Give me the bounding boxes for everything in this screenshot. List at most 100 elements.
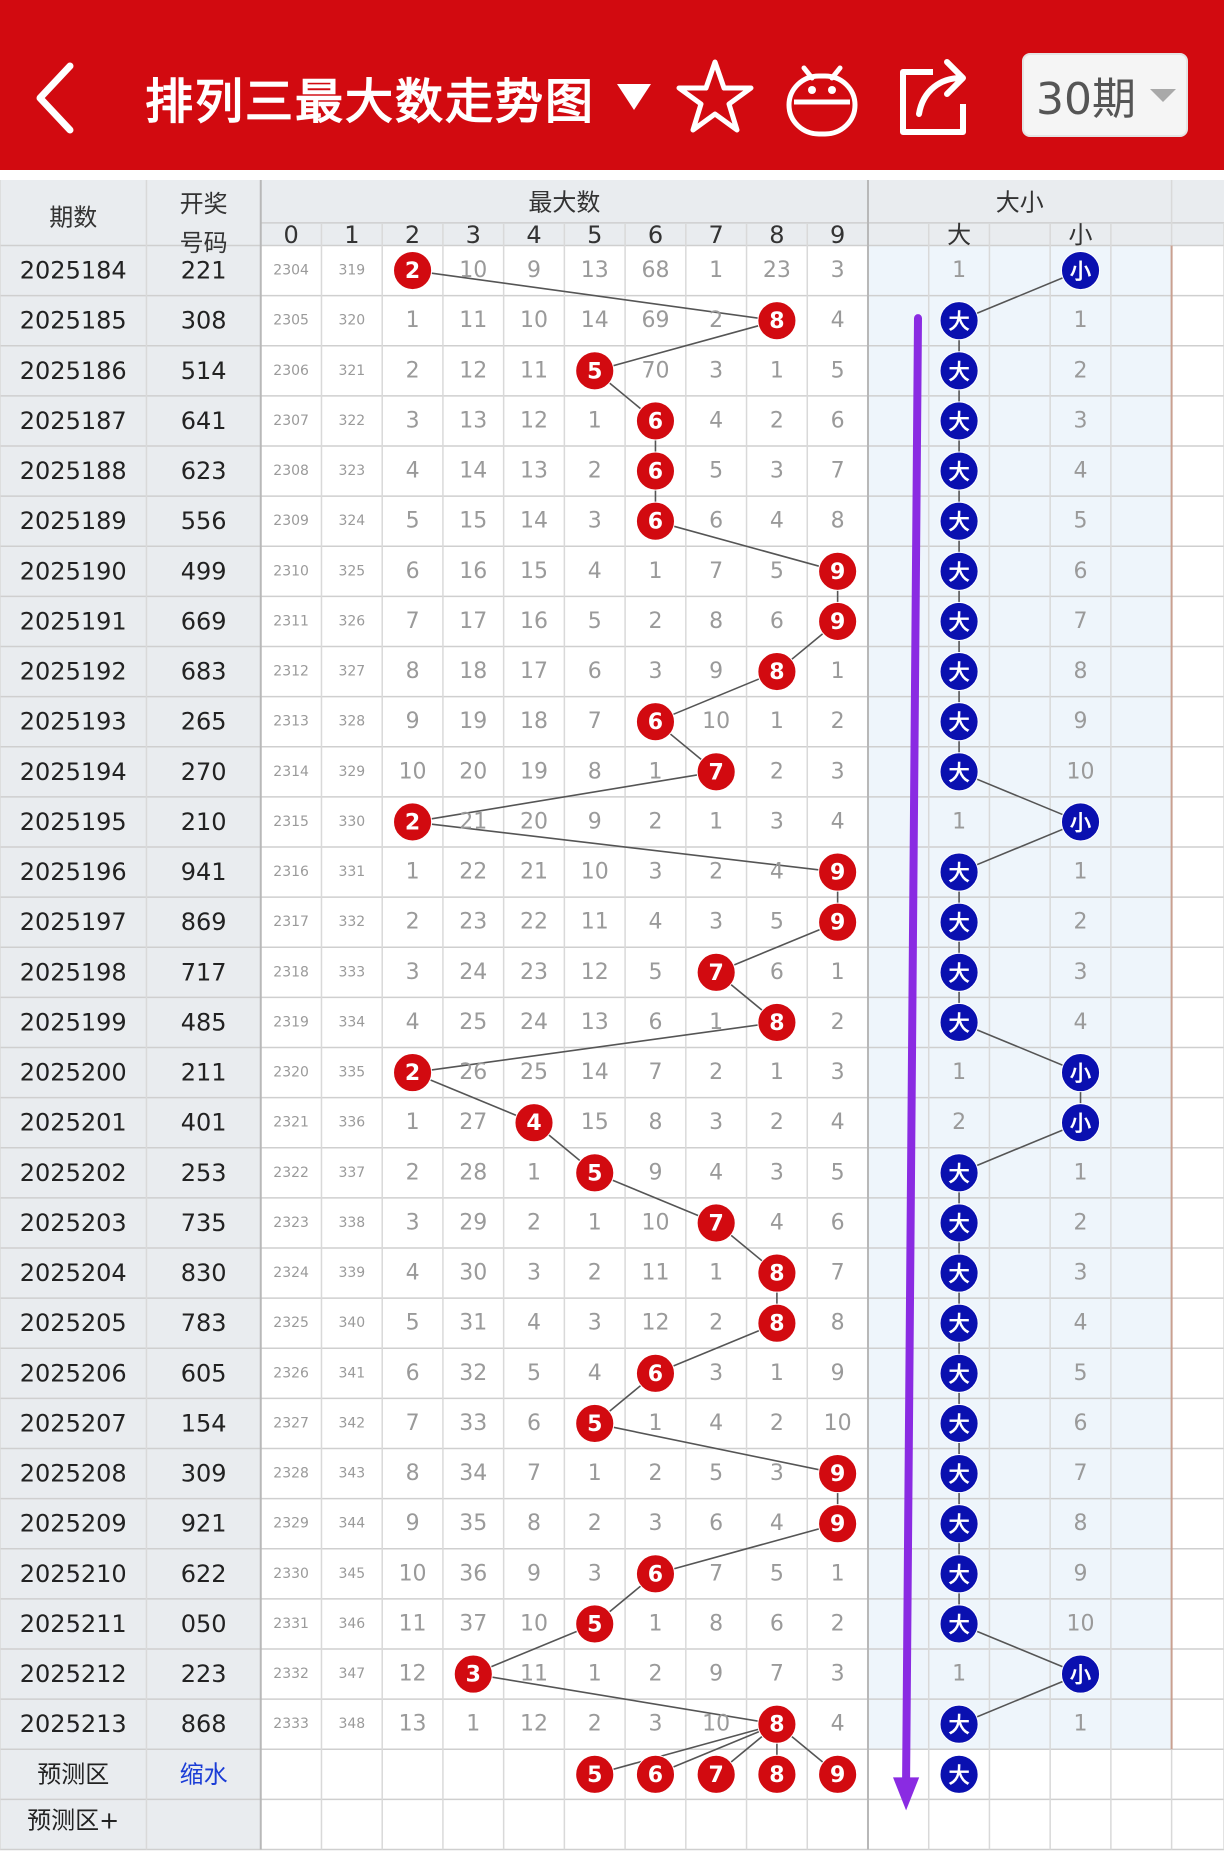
star-icon[interactable]: [675, 50, 755, 140]
issue-cell: 2025196: [20, 858, 127, 886]
predict-ball[interactable]: [635, 1754, 676, 1794]
size-omission-cell: 3: [1074, 408, 1088, 433]
predict-ball[interactable]: [757, 1754, 797, 1794]
omission-cell: 13: [581, 1010, 609, 1035]
omission-cell: 7: [588, 709, 602, 734]
draw-cell: 868: [181, 1710, 227, 1738]
draw-cell: 735: [181, 1209, 227, 1237]
size-omission-cell: 8: [1074, 1511, 1088, 1536]
omission-cell: 1: [709, 1010, 723, 1035]
predict-ball[interactable]: [818, 1754, 858, 1794]
omission-cell: 1: [709, 809, 723, 834]
size-ball-label: 大: [949, 861, 970, 885]
max-ball: [696, 952, 736, 992]
omission-cell: 3: [709, 1110, 723, 1135]
issue-cell: 2025213: [20, 1710, 127, 1738]
size-ball-label: 大: [949, 1362, 970, 1386]
size-ball: [939, 551, 979, 591]
omission-cell: 2331: [273, 1616, 309, 1632]
omission-cell: 13: [399, 1712, 427, 1737]
size-ball-label: 大: [949, 911, 970, 935]
robot-icon[interactable]: [782, 50, 862, 140]
header-digit-4: 4: [526, 221, 541, 249]
share-icon[interactable]: [893, 50, 973, 140]
omission-cell: 34: [459, 1461, 487, 1486]
size-ball-label: 大: [949, 560, 970, 584]
predict-size-ball[interactable]: [939, 1754, 979, 1794]
size-ball: [939, 752, 979, 792]
size-ball: [1060, 1053, 1101, 1093]
omission-cell: 7: [406, 609, 420, 634]
issue-cell: 2025184: [20, 257, 127, 285]
trend-line-max: [412, 821, 838, 873]
issue-cell: 2025201: [20, 1109, 127, 1137]
omission-cell: 5: [406, 509, 420, 534]
omission-cell: 2: [709, 860, 723, 885]
header-size-group: 大小: [996, 189, 1044, 217]
omission-cell: 2309: [273, 513, 309, 529]
omission-cell: 6: [770, 609, 784, 634]
omission-cell: 22: [459, 860, 487, 885]
omission-cell: 10: [702, 709, 730, 734]
omission-cell: 5: [527, 1361, 541, 1386]
size-ball-label: 大: [949, 1563, 970, 1587]
size-omission-cell: 2: [1074, 1210, 1088, 1235]
omission-cell: 10: [459, 258, 487, 283]
draw-cell: 270: [181, 758, 227, 786]
omission-cell: 3: [770, 459, 784, 484]
back-icon[interactable]: [30, 58, 90, 138]
omission-cell: 2: [770, 759, 784, 784]
omission-cell: 322: [338, 413, 365, 429]
omission-cell: 327: [338, 664, 365, 680]
size-ball-label: 大: [949, 1312, 970, 1336]
size-ball-label: 大: [949, 410, 970, 434]
size-ball: [939, 1504, 979, 1544]
predict-link[interactable]: 缩水: [180, 1760, 228, 1788]
omission-cell: 2326: [273, 1365, 309, 1381]
size-omission-cell: 4: [1074, 1010, 1088, 1035]
omission-cell: 14: [459, 459, 487, 484]
size-omission-cell: 1: [952, 1060, 966, 1085]
omission-cell: 4: [648, 910, 662, 935]
omission-cell: 2333: [273, 1716, 309, 1732]
predict-ball-label: 8: [769, 1763, 784, 1788]
omission-cell: 15: [459, 509, 487, 534]
period-select[interactable]: 30期: [1022, 53, 1188, 137]
max-ball: [575, 1604, 615, 1644]
header-digit-8: 8: [769, 221, 784, 249]
omission-cell: 348: [338, 1716, 365, 1732]
omission-cell: 10: [641, 1210, 669, 1235]
trend-line-max: [472, 1623, 596, 1675]
omission-cell: 12: [399, 1662, 427, 1687]
size-ball: [939, 1253, 979, 1293]
issue-cell: 2025194: [20, 758, 127, 786]
size-omission-cell: 7: [1074, 609, 1088, 634]
header-digit-7: 7: [709, 221, 724, 249]
row-header-bg: [0, 180, 261, 1850]
size-ball: [939, 351, 979, 391]
trend-line-size: [958, 1673, 1081, 1725]
predict-ball[interactable]: [696, 1754, 736, 1794]
chart-type-selector[interactable]: 排列三最大数走势图: [145, 62, 652, 132]
size-omission-cell: 1: [1074, 1712, 1088, 1737]
size-omission-cell: 9: [1074, 1561, 1088, 1586]
omission-cell: 2: [527, 1210, 541, 1235]
omission-cell: 3: [588, 509, 602, 534]
omission-cell: 4: [406, 1261, 420, 1286]
omission-cell: 19: [520, 759, 548, 784]
predict-ball[interactable]: [575, 1754, 615, 1794]
omission-cell: 2315: [273, 814, 309, 830]
header-issue: 期数: [49, 204, 97, 232]
omission-cell: 7: [831, 459, 845, 484]
max-ball: [818, 852, 858, 892]
max-ball-label: 9: [830, 560, 845, 585]
size-ball-label: 大: [949, 661, 970, 685]
max-ball: [696, 1203, 736, 1243]
max-ball: [635, 1353, 676, 1393]
size-ball: [939, 852, 979, 892]
omission-cell: 6: [709, 1511, 723, 1536]
omission-cell: 3: [709, 910, 723, 935]
draw-cell: 265: [181, 708, 227, 736]
omission-cell: 1: [648, 1611, 662, 1636]
size-ball: [1060, 1654, 1101, 1694]
